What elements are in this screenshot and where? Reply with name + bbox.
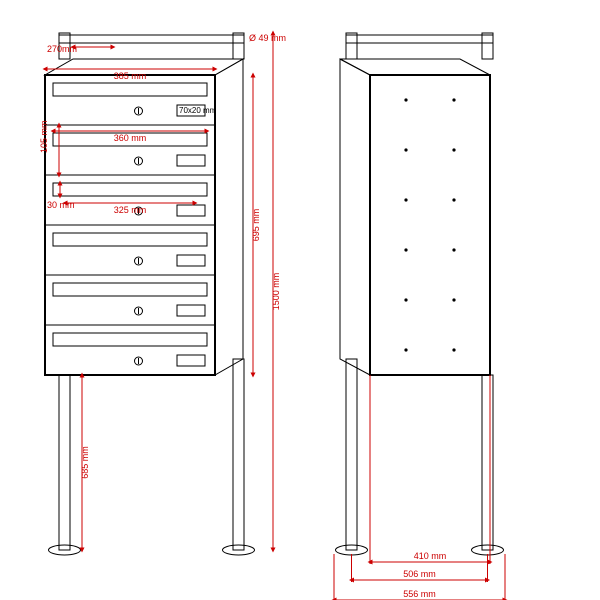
svg-text:556 mm: 556 mm: [403, 589, 436, 599]
technical-drawing: 70x20 mm 270mm 385 mm Ø 49 mm 360 mm 325 mm 30…: [39, 33, 505, 600]
svg-text:70x20 mm: 70x20 mm: [179, 106, 217, 115]
svg-text:695 mm: 695 mm: [251, 209, 261, 242]
svg-text:30 mm: 30 mm: [47, 200, 75, 210]
svg-text:385 mm: 385 mm: [114, 71, 147, 81]
svg-text:685 mm: 685 mm: [80, 446, 90, 479]
svg-text:270mm: 270mm: [47, 44, 77, 54]
svg-text:1500 mm: 1500 mm: [271, 273, 281, 311]
svg-text:325 mm: 325 mm: [114, 205, 147, 215]
svg-text:360 mm: 360 mm: [114, 133, 147, 143]
svg-text:410 mm: 410 mm: [414, 551, 447, 561]
svg-text:105 mm: 105 mm: [39, 120, 49, 153]
svg-text:506 mm: 506 mm: [403, 569, 436, 579]
svg-text:Ø 49 mm: Ø 49 mm: [249, 33, 286, 43]
